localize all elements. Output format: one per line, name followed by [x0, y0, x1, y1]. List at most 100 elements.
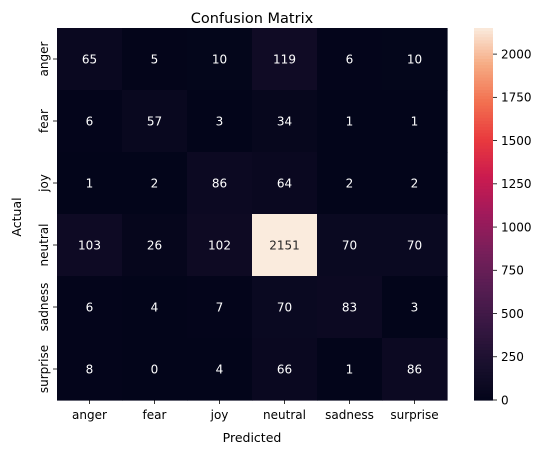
cell-value-label: 83: [342, 301, 357, 315]
colorbar-segment: [474, 325, 493, 330]
heatmap-cell: [57, 28, 123, 91]
colorbar-segment: [474, 362, 493, 367]
heatmap-cell: [187, 90, 253, 153]
colorbar-segment: [474, 220, 493, 224]
cell-value-label: 70: [407, 239, 422, 253]
cell-value-label: 70: [342, 239, 357, 253]
cell-value-label: 0: [151, 363, 159, 377]
colorbar-segment: [474, 331, 493, 336]
colorbar-segment: [474, 291, 493, 296]
heatmap-cell: [317, 338, 383, 401]
colorbar-segment: [474, 86, 493, 91]
colorbar-segment: [474, 173, 493, 178]
colorbar-segment: [474, 266, 493, 271]
colorbar-segment: [474, 80, 493, 85]
x-tick-label: surprise: [390, 408, 438, 422]
heatmap-cell: [252, 276, 318, 339]
colorbar-segment: [474, 341, 493, 345]
colorbar-segment: [474, 328, 493, 333]
y-tick-label: anger: [37, 41, 51, 76]
colorbar-segment: [474, 245, 493, 249]
colorbar-segment: [474, 226, 493, 231]
colorbar-segment: [474, 62, 493, 66]
colorbar-segment: [474, 105, 493, 110]
x-tick-label: neutral: [263, 408, 306, 422]
x-axis-label: Predicted: [223, 430, 282, 445]
colorbar-segment: [474, 210, 493, 215]
colorbar-segment: [474, 334, 493, 339]
heatmap-cell: [382, 152, 448, 215]
colorbar-segment: [474, 40, 493, 45]
colorbar-segment: [474, 319, 493, 324]
colorbar-segment: [474, 251, 493, 255]
colorbar-segment: [474, 145, 493, 150]
heatmap-cell: [57, 338, 123, 401]
cell-value-label: 70: [277, 301, 292, 315]
colorbar-segment: [474, 390, 493, 395]
heatmap-cell: [382, 214, 448, 277]
colorbar-segment: [474, 344, 493, 348]
colorbar-segment: [474, 285, 493, 289]
colorbar-segment: [474, 396, 493, 401]
colorbar-segment: [474, 316, 493, 320]
heatmap-cell: [187, 338, 253, 401]
colorbar-axis: 0 250 500 750 1000 1250 1500 1750 2000: [493, 47, 532, 407]
colorbar-segment: [474, 158, 493, 162]
colorbar-segment: [474, 52, 493, 57]
cell-value-label: 64: [277, 177, 292, 191]
cell-value-label: 66: [277, 363, 292, 377]
colorbar-segment: [474, 59, 493, 63]
colorbar-tick-label: 1500: [501, 134, 532, 148]
cell-value-label: 1: [346, 115, 354, 129]
heatmap-cell: [187, 28, 253, 91]
cell-value-label: 3: [216, 115, 224, 129]
heatmap-cell: [57, 214, 123, 277]
colorbar-segment: [474, 248, 493, 252]
colorbar-segment: [474, 117, 493, 122]
cell-value-label: 86: [212, 177, 227, 191]
colorbar-segment: [474, 207, 493, 212]
heatmap-cell: [317, 276, 383, 339]
colorbar-segment: [474, 322, 493, 327]
colorbar-segment: [474, 77, 493, 82]
colorbar-segment: [474, 241, 493, 246]
cell-value-label: 8: [86, 363, 94, 377]
colorbar-segment: [474, 214, 493, 218]
colorbar-segment: [474, 186, 493, 190]
colorbar-segment: [474, 127, 493, 131]
cell-value-label: 2: [411, 177, 419, 191]
cell-value-label: 7: [216, 301, 224, 315]
colorbar-segment: [474, 313, 493, 317]
colorbar-segment: [474, 204, 493, 209]
heatmap-cell: [57, 152, 123, 215]
heatmap-cell: [57, 276, 123, 339]
x-tick-label: anger: [72, 408, 107, 422]
y-tick-label: joy: [37, 174, 51, 193]
x-axis: anger fear joy neutral sadness surprise: [72, 400, 439, 422]
colorbar-segment: [474, 365, 493, 370]
x-tick-label: sadness: [325, 408, 374, 422]
heatmap-cell: [122, 276, 188, 339]
cell-value-label: 6: [86, 115, 94, 129]
cell-value-label: 1: [346, 363, 354, 377]
heatmap-cell: [122, 90, 188, 153]
cell-value-label: 1: [86, 177, 94, 191]
colorbar-segment: [474, 294, 493, 299]
heatmap-cell: [252, 152, 318, 215]
heatmap-cell: [187, 276, 253, 339]
cell-value-label: 103: [78, 239, 101, 253]
colorbar-segment: [474, 55, 493, 60]
colorbar-segment: [474, 282, 493, 286]
colorbar-segment: [474, 288, 493, 293]
colorbar-segment: [474, 179, 493, 184]
colorbar-segment: [474, 152, 493, 156]
colorbar-segment: [474, 74, 493, 79]
x-tick-label: fear: [143, 408, 167, 422]
colorbar-segment: [474, 90, 493, 94]
colorbar-segment: [474, 28, 493, 32]
colorbar-segment: [474, 142, 493, 147]
colorbar-segment: [474, 176, 493, 181]
colorbar-segment: [474, 114, 493, 119]
cell-value-label: 86: [407, 363, 422, 377]
colorbar-segment: [474, 195, 493, 200]
